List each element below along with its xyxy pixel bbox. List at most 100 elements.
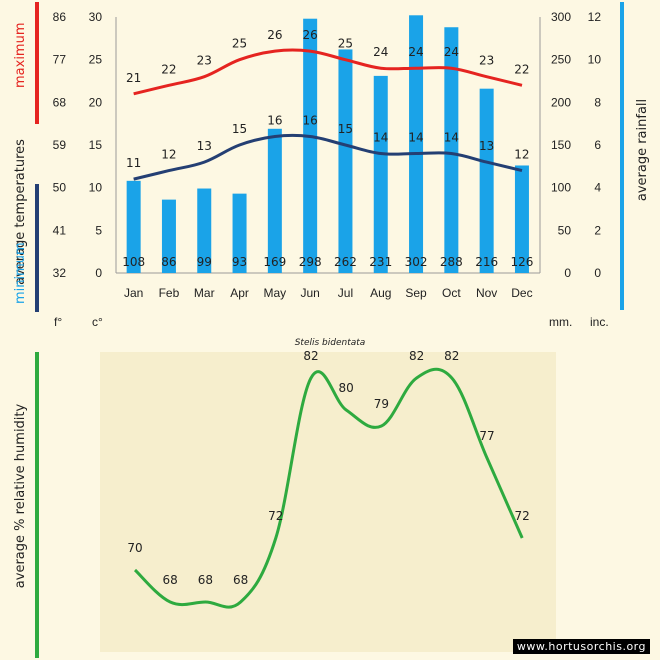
rain-bar [161, 199, 176, 273]
rain-value-label: 262 [334, 255, 357, 269]
unit-inc-label: inc. [590, 315, 609, 329]
rain-value-label: 231 [369, 255, 392, 269]
humidity-label: 80 [339, 381, 354, 395]
x-tick-month: Sep [405, 286, 427, 300]
humidity-legend-bar [35, 352, 39, 658]
x-tick-month: Mar [194, 286, 215, 300]
max-temp-label: 24 [444, 45, 459, 59]
humidity-label: 79 [374, 397, 389, 411]
rain-value-label: 93 [232, 255, 247, 269]
humidity-label: 77 [479, 429, 494, 443]
maximum-label: maximum [13, 22, 28, 88]
max-temp-label: 22 [161, 62, 176, 76]
max-temp-label: 23 [197, 54, 212, 68]
y-tick-fahrenheit: 32 [53, 266, 67, 280]
rain-value-label: 169 [263, 255, 286, 269]
y-tick-mm: 200 [551, 95, 571, 109]
species-name: Stelis bidentata [295, 338, 366, 348]
y-tick-mm: 250 [551, 53, 571, 67]
rain-value-label: 108 [122, 255, 145, 269]
watermark: www.hortusorchis.org [512, 639, 650, 654]
max-temp-label: 21 [126, 71, 141, 85]
humidity-label: 72 [515, 509, 530, 523]
y-tick-fahrenheit: 50 [53, 181, 67, 195]
minimum-label: minimum [13, 242, 28, 304]
y-tick-mm: 300 [551, 10, 571, 24]
x-tick-month: May [264, 286, 287, 300]
average-temperatures-label: average temperatures [13, 139, 28, 285]
average-humidity-label: average % relative humidity [13, 403, 28, 588]
rain-bar [479, 88, 494, 274]
y-tick-inches: 8 [594, 95, 601, 109]
rain-bar [338, 49, 353, 273]
humidity-label: 82 [303, 349, 318, 363]
min-temp-label: 13 [197, 139, 212, 153]
humidity-label: 70 [127, 541, 142, 555]
min-temp-label: 14 [444, 131, 459, 145]
humidity-label: 82 [409, 349, 424, 363]
min-temp-label: 13 [479, 139, 494, 153]
rain-bar [232, 193, 247, 273]
x-tick-month: Feb [159, 286, 180, 300]
average-rainfall-label: average rainfall [635, 99, 650, 201]
y-tick-inches: 6 [594, 138, 601, 152]
min-legend-bar [35, 184, 39, 312]
y-tick-celsius: 15 [89, 138, 103, 152]
min-temp-label: 15 [338, 122, 353, 136]
x-tick-month: Dec [511, 286, 532, 300]
x-tick-month: Aug [370, 286, 391, 300]
max-temp-line [133, 48, 523, 96]
max-temp-label: 26 [267, 28, 282, 42]
y-tick-fahrenheit: 68 [53, 95, 67, 109]
y-tick-celsius: 25 [89, 53, 103, 67]
min-temp-line [133, 133, 523, 181]
humidity-panel [100, 352, 556, 652]
max-temp-label: 22 [514, 62, 529, 76]
y-tick-inches: 4 [594, 181, 601, 195]
y-tick-celsius: 30 [89, 10, 103, 24]
unit-f-label: f° [54, 315, 62, 329]
max-temp-label: 24 [408, 45, 423, 59]
x-tick-month: Jan [124, 286, 143, 300]
y-tick-inches: 10 [588, 53, 602, 67]
y-tick-fahrenheit: 41 [53, 223, 67, 237]
y-tick-inches: 0 [594, 266, 601, 280]
y-tick-fahrenheit: 59 [53, 138, 67, 152]
rain-value-label: 216 [475, 255, 498, 269]
max-temp-label: 23 [479, 54, 494, 68]
rain-bar [197, 188, 212, 273]
min-temp-label: 15 [232, 122, 247, 136]
max-temp-label: 26 [303, 28, 318, 42]
y-tick-mm: 0 [564, 266, 571, 280]
min-temp-label: 12 [161, 148, 176, 162]
max-temp-label: 25 [232, 37, 247, 51]
unit-mm-label: mm. [549, 315, 572, 329]
rain-bar [303, 18, 318, 274]
humidity-label: 68 [198, 573, 213, 587]
max-legend-bar [35, 2, 39, 124]
humidity-line [133, 367, 524, 609]
x-tick-month: Apr [230, 286, 249, 300]
rain-bar [373, 75, 388, 273]
rain-legend-bar [620, 2, 624, 310]
x-tick-month: Nov [476, 286, 497, 300]
humidity-label: 82 [444, 349, 459, 363]
rain-bar [126, 180, 141, 273]
rain-value-label: 298 [299, 255, 322, 269]
min-temp-label: 12 [514, 148, 529, 162]
y-tick-celsius: 10 [89, 181, 103, 195]
rain-value-label: 99 [197, 255, 212, 269]
y-tick-inches: 2 [594, 223, 601, 237]
humidity-label: 68 [233, 573, 248, 587]
y-tick-celsius: 5 [95, 223, 102, 237]
y-tick-fahrenheit: 86 [53, 10, 67, 24]
rain-value-label: 86 [161, 255, 176, 269]
y-tick-celsius: 20 [89, 95, 103, 109]
min-temp-label: 14 [373, 131, 388, 145]
x-tick-month: Jul [338, 286, 353, 300]
max-temp-label: 25 [338, 37, 353, 51]
min-temp-label: 16 [303, 113, 318, 127]
y-tick-fahrenheit: 77 [53, 53, 67, 67]
